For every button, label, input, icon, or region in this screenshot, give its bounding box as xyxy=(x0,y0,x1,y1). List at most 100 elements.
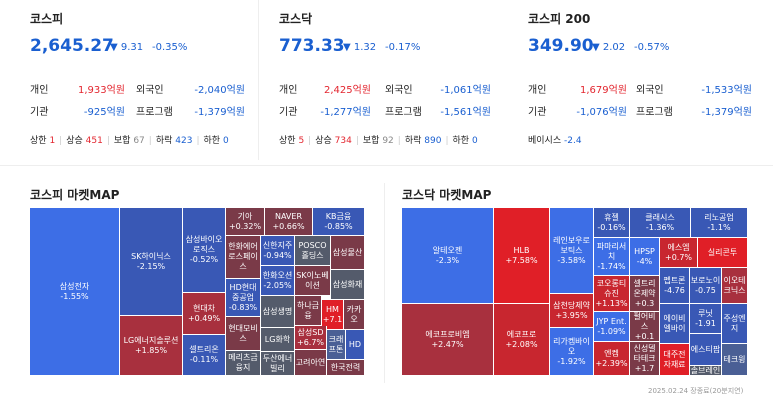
kospi-map-cell[interactable]: 현대모비스 xyxy=(226,317,261,351)
section-divider xyxy=(0,165,773,166)
lower-label: 하한 xyxy=(203,136,221,146)
stock-name: 에이비엘바이 xyxy=(663,313,686,333)
kosdaq-map-cell[interactable]: 이오테크닉스 xyxy=(722,268,748,304)
kospi-map-cell[interactable]: 메리츠금융지 xyxy=(226,351,261,376)
kosdaq-map-cell[interactable]: HPSP -4% xyxy=(630,238,660,276)
map-divider xyxy=(384,183,385,383)
kospi-map-cell[interactable]: 셀트리온 -0.11% xyxy=(183,335,226,376)
kosdaq-map-cell[interactable]: 신성델타테크 +1.7 xyxy=(630,342,660,376)
foreign-label: 외국인 xyxy=(136,85,164,96)
individual-value: 1,933억원 xyxy=(77,85,125,96)
kosdaq-map-cell[interactable]: 클래시스 -1.36% xyxy=(630,208,691,238)
kospi-breadth: 상한 1 | 상승 451 | 보합 67 | 하락 423 | 하한 0 xyxy=(30,136,229,146)
kosdaq-map-cell[interactable]: 휴젤 -0.16% xyxy=(594,208,630,238)
kospi-title[interactable]: 코스피 xyxy=(30,12,64,26)
foreign-value: -1,533억원 xyxy=(701,85,752,96)
kosdaq-map-cell[interactable]: 삼천당제약 +3.95% xyxy=(550,294,594,328)
kospi-map-cell[interactable]: LG에너지솔루션 +1.85% xyxy=(120,316,183,376)
kospi-map-cell[interactable]: 하나금융 xyxy=(295,296,322,326)
kospi-map-cell[interactable]: HD xyxy=(346,330,365,360)
kosdaq-panel: 코스닥 773.33 ▼ 1.32 -0.17% 개인 2,425억원 외국인 … xyxy=(258,0,508,160)
stock-name: 실리콘투 xyxy=(707,247,738,257)
kosdaq-map-title[interactable]: 코스닥 마켓MAP xyxy=(402,188,492,202)
kosdaq-map-cell[interactable]: 레인보우로보틱스 -3.58% xyxy=(550,208,594,294)
kosdaq-map-cell[interactable]: JYP Ent. -1.09% xyxy=(594,312,630,342)
kosdaq-map-cell[interactable]: 파마리서치 -1.74% xyxy=(594,238,630,276)
lower-label: 하한 xyxy=(452,136,470,146)
kospi-map-cell[interactable]: 크래프톤 xyxy=(327,330,346,360)
kosdaq-title[interactable]: 코스닥 xyxy=(279,12,313,26)
kospi-map-cell[interactable]: HM +7.1 xyxy=(322,300,344,330)
stock-name: 에스엠 xyxy=(667,242,690,252)
kospi-map-title[interactable]: 코스피 마켓MAP xyxy=(30,188,120,202)
kospi-map-cell[interactable]: POSCO홀딩스 xyxy=(295,236,331,266)
kospi-map-cell[interactable]: 삼성화재 xyxy=(331,270,365,300)
program-value: -1,379억원 xyxy=(194,107,245,118)
kospi-map-cell[interactable]: HD현대중공업 -0.83% xyxy=(226,279,261,317)
upper-label: 상한 xyxy=(30,136,47,146)
kosdaq-map-cell[interactable]: 펩트론 -4.76 xyxy=(660,268,690,304)
kosdaq-map-cell[interactable]: 리노공업 -1.1% xyxy=(691,208,748,238)
kosdaq-map-cell[interactable]: HLB +7.58% xyxy=(494,208,550,304)
kosdaq-map-cell[interactable]: 실리콘투 xyxy=(698,238,748,268)
stock-name: 보로노이 xyxy=(690,275,721,285)
kospi-row-1: 개인 1,933억원 외국인 -2,040억원 xyxy=(30,84,245,98)
stock-change: -0.16% xyxy=(597,222,626,232)
upper-count: 5 xyxy=(298,136,305,146)
stock-change: +2.47% xyxy=(431,339,464,349)
stock-name: 에코프로 xyxy=(506,329,537,339)
individual-label: 개인 xyxy=(528,85,547,96)
kospi-map-cell[interactable]: SK하이닉스 -2.15% xyxy=(120,208,183,316)
kospi-map-cell[interactable]: 한화오션 -2.05% xyxy=(261,266,295,296)
kospi-map-cell[interactable]: 두산에너빌리 xyxy=(261,352,295,376)
kosdaq-map-cell[interactable]: 리가켐바이오 -1.92% xyxy=(550,328,594,376)
kospi-map-cell[interactable]: 삼성SD +6.7% xyxy=(295,326,327,350)
kosdaq-map-cell[interactable]: 에스티팜 xyxy=(690,334,722,366)
kosdaq-map-cell[interactable]: 루닛 -1.91 xyxy=(690,304,722,334)
stock-change: +0.66% xyxy=(272,221,305,231)
lower-count: 0 xyxy=(471,136,478,146)
program-label: 프로그램 xyxy=(136,107,173,118)
kosdaq-map-cell[interactable]: 셀트리온제약 +0.3 xyxy=(630,276,660,312)
stock-change: +0.1 xyxy=(634,331,655,341)
kospi-map-cell[interactable]: 삼성물산 xyxy=(331,236,365,270)
kosdaq-map-cell[interactable]: 에이비엘바이 xyxy=(660,304,690,344)
kospi-map-cell[interactable]: 삼성바이오로직스 -0.52% xyxy=(183,208,226,293)
kospi-map-cell[interactable]: SK이노베이션 xyxy=(295,266,331,296)
flat-count: 92 xyxy=(382,136,394,146)
kospi-map-cell[interactable]: 신한지주 -0.94% xyxy=(261,236,295,266)
stock-name: 삼성SD xyxy=(297,327,324,337)
stock-change: +1.7 xyxy=(634,363,655,373)
kospi-map-cell[interactable]: NAVER +0.66% xyxy=(265,208,313,236)
kosdaq-map-cell[interactable]: 보로노이 -0.75 xyxy=(690,268,722,304)
kosdaq-map-cell[interactable]: 주성엔지 xyxy=(722,304,748,344)
kosdaq-map-cell[interactable]: 대주전자재료 xyxy=(660,344,690,376)
kosdaq-map-cell[interactable]: 알테오젠 -2.3% xyxy=(402,208,494,304)
kospi-map-cell[interactable]: 한국전력 xyxy=(327,360,365,376)
kosdaq-map-cell[interactable]: 에코프로비엠 +2.47% xyxy=(402,304,494,376)
kospi-map-cell[interactable]: KB금융 -0.85% xyxy=(313,208,365,236)
kosdaq-market-map: 알테오젠 -2.3% 에코프로비엠 +2.47% HLB +7.58% 에코프로 +2.08%… xyxy=(402,208,748,376)
kosdaq-map-cell[interactable]: 엔켐 +2.39% xyxy=(594,342,630,376)
kospi200-title[interactable]: 코스피 200 xyxy=(528,12,591,26)
up-label: 상승 xyxy=(66,136,83,146)
kospi-map-cell[interactable]: 고려아연 xyxy=(295,350,327,376)
kosdaq-map-cell[interactable]: 에코프로 +2.08% xyxy=(494,304,550,376)
kospi-map-cell[interactable]: 현대차 +0.49% xyxy=(183,293,226,335)
stock-change: -0.75 xyxy=(695,285,716,295)
stock-change: -1.91 xyxy=(695,318,716,328)
stock-name: 루닛 xyxy=(698,308,713,318)
kosdaq-row-2: 기관 -1,277억원 프로그램 -1,561억원 xyxy=(279,106,491,120)
kospi-map-cell[interactable]: LG화학 xyxy=(261,328,295,352)
kospi-map-cell[interactable]: 삼성전자 -1.55% xyxy=(30,208,120,376)
kosdaq-map-cell[interactable]: 솔브레인 xyxy=(690,366,722,376)
stock-name: HD xyxy=(348,339,362,349)
kospi-map-cell[interactable]: 기아 +0.32% xyxy=(226,208,265,236)
kosdaq-map-cell[interactable]: 테크윙 xyxy=(722,344,748,376)
kosdaq-map-cell[interactable]: 펄어비스 +0.1 xyxy=(630,312,660,342)
kospi-map-cell[interactable]: 삼성생명 xyxy=(261,296,295,328)
kospi-map-cell[interactable]: 카카오 xyxy=(344,300,365,330)
kospi-map-cell[interactable]: 한화에어로스페이스 xyxy=(226,236,261,279)
kosdaq-map-cell[interactable]: 코오롱티슈진 +1.13% xyxy=(594,276,630,312)
kosdaq-map-cell[interactable]: 에스엠 +0.7% xyxy=(660,238,698,268)
